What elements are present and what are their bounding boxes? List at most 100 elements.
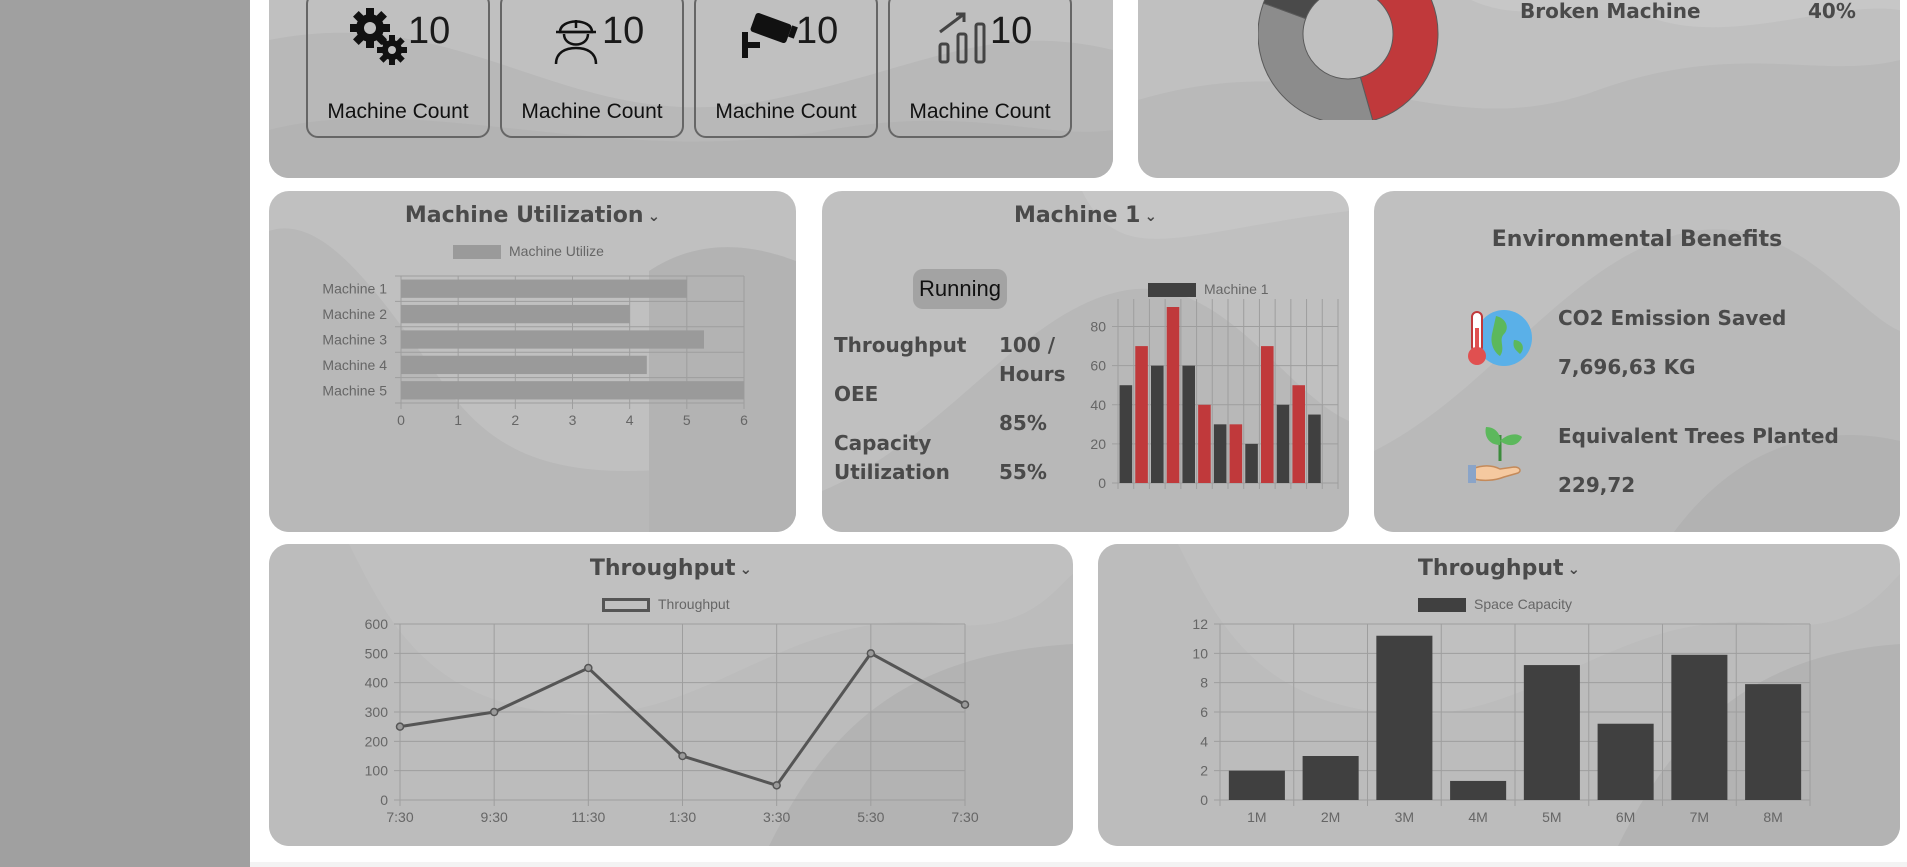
y-tick-label: 12 bbox=[1192, 616, 1208, 632]
y-tick-label: 8 bbox=[1200, 675, 1208, 691]
y-tick-label: 300 bbox=[365, 704, 389, 720]
trees-value: 229,72 bbox=[1558, 473, 1636, 497]
throughput-line-chart: 0 100 200 300 400 500 600 7:30 9:30 11:30 1:30 3:30… bbox=[365, 616, 979, 825]
bar bbox=[1261, 346, 1274, 483]
throughput-bar-title-dropdown[interactable]: Throughput ⌄ bbox=[1098, 556, 1900, 581]
x-tick-label: 4 bbox=[626, 412, 634, 428]
x-tick-label: 3M bbox=[1395, 809, 1414, 825]
legend-swatch bbox=[602, 598, 650, 613]
y-tick-label: 0 bbox=[1200, 792, 1208, 808]
chevron-down-icon: ⌄ bbox=[1567, 560, 1581, 578]
bar bbox=[1182, 365, 1195, 483]
throughput-bar-legend[interactable]: Space Capacity bbox=[1418, 596, 1572, 613]
machine-count-box[interactable]: 10 Machine Count bbox=[306, 0, 490, 138]
machine-count-value: 10 bbox=[602, 10, 645, 52]
page-bottom-edge bbox=[250, 862, 1907, 867]
capacity-value: 55% bbox=[999, 460, 1047, 484]
donut-chart bbox=[1258, 0, 1439, 120]
chevron-down-icon: ⌄ bbox=[1144, 207, 1158, 225]
capacity-label-line2: Utilization bbox=[834, 460, 950, 484]
y-tick-label: 0 bbox=[1098, 475, 1106, 491]
capacity-label: Capacity Utilization bbox=[834, 429, 950, 487]
throughput-value-line2: Hours bbox=[999, 362, 1066, 386]
utilization-title-dropdown[interactable]: Machine Utilization ⌄ bbox=[269, 203, 796, 228]
broken-machine-donut-card: Broken Machine 40% bbox=[1138, 0, 1900, 178]
x-tick-label: 7:30 bbox=[951, 809, 978, 825]
bar bbox=[1229, 424, 1243, 483]
x-tick-label: 5:30 bbox=[857, 809, 884, 825]
data-point bbox=[395, 722, 405, 731]
y-tick-label: Machine 1 bbox=[322, 281, 387, 297]
data-point bbox=[772, 781, 781, 790]
throughput-line-card: Throughput ⌄ Throughput 0 100 200 300 400 500 6… bbox=[269, 544, 1073, 846]
oee-label: OEE bbox=[834, 382, 879, 406]
donut-legend-label: Broken Machine bbox=[1520, 0, 1701, 23]
bar bbox=[1671, 654, 1728, 800]
throughput-value-line1: 100 / bbox=[999, 333, 1056, 357]
machine1-bar-chart: 0 20 40 60 80 bbox=[1090, 299, 1339, 491]
machine-count-card: 10 Machine Count 10 Machine Count bbox=[269, 0, 1113, 178]
trees-label: Equivalent Trees Planted bbox=[1558, 424, 1839, 448]
x-tick-label: 6M bbox=[1616, 809, 1635, 825]
y-tick-label: 10 bbox=[1192, 645, 1208, 661]
y-tick-label: 600 bbox=[365, 616, 389, 632]
data-point bbox=[866, 649, 876, 658]
bar bbox=[1166, 307, 1180, 483]
bar bbox=[1228, 770, 1285, 800]
y-tick-label: 20 bbox=[1090, 436, 1106, 452]
capacity-label-line1: Capacity bbox=[834, 431, 932, 455]
y-tick-label: 6 bbox=[1200, 704, 1208, 720]
y-tick-label: 60 bbox=[1090, 358, 1106, 374]
plant-hand-icon bbox=[1468, 427, 1522, 483]
x-tick-label: 11:30 bbox=[571, 809, 605, 825]
throughput-bar-title: Throughput bbox=[1417, 556, 1564, 581]
co2-value: 7,696,63 KG bbox=[1558, 355, 1696, 379]
utilization-legend[interactable]: Machine Utilize bbox=[453, 243, 604, 260]
environmental-benefits-card: Environmental Benefits CO2 Emission Save… bbox=[1374, 191, 1900, 532]
machine-count-box[interactable]: 10 Machine Count bbox=[888, 0, 1072, 138]
throughput-line-title-dropdown[interactable]: Throughput ⌄ bbox=[269, 556, 1073, 581]
throughput-line-legend-label: Throughput bbox=[658, 596, 730, 612]
machine-count-label: Machine Count bbox=[521, 100, 663, 123]
data-point bbox=[960, 700, 970, 709]
machine1-card: Machine 1 ⌄ Throughput 100 / Hours OEE 85… bbox=[822, 191, 1349, 532]
legend-swatch bbox=[453, 245, 501, 260]
data-point bbox=[489, 707, 499, 717]
growth-chart-icon bbox=[938, 12, 986, 64]
machine-count-box[interactable]: 10 Machine Count bbox=[694, 0, 878, 138]
x-tick-label: 5M bbox=[1542, 809, 1561, 825]
machine-count-value: 10 bbox=[796, 10, 839, 52]
earth-thermometer-icon bbox=[1468, 310, 1532, 366]
bar bbox=[1302, 756, 1359, 800]
gears-icon bbox=[350, 8, 407, 65]
oee-value: 85% bbox=[999, 411, 1047, 435]
bar bbox=[401, 381, 744, 400]
y-tick-label: 80 bbox=[1090, 319, 1106, 335]
x-tick-label: 6 bbox=[740, 412, 748, 428]
donut-slice bbox=[1258, 2, 1374, 120]
bar bbox=[1745, 684, 1802, 800]
machine-count-value: 10 bbox=[408, 10, 451, 52]
x-tick-label: 2M bbox=[1321, 809, 1340, 825]
bar bbox=[401, 355, 647, 375]
machine1-legend[interactable]: Machine 1 bbox=[1148, 281, 1269, 298]
x-tick-label: 5 bbox=[683, 412, 691, 428]
data-point bbox=[584, 663, 593, 673]
camera-icon bbox=[742, 12, 798, 58]
throughput-label: Throughput bbox=[834, 333, 967, 357]
machine-utilization-card: Machine Utilization ⌄ Machine Utilize 0 1 2… bbox=[269, 191, 796, 532]
card-background-waves bbox=[1374, 229, 1900, 532]
bar bbox=[1198, 404, 1211, 483]
y-tick-label: 4 bbox=[1200, 733, 1208, 749]
machine1-title-dropdown[interactable]: Machine 1 ⌄ bbox=[822, 203, 1349, 228]
throughput-line-legend[interactable]: Throughput bbox=[602, 596, 730, 613]
donut-slice bbox=[1359, 0, 1439, 120]
throughput-line-title: Throughput bbox=[589, 556, 736, 581]
bar bbox=[1213, 424, 1227, 483]
y-tick-label: Machine 4 bbox=[322, 357, 387, 373]
machine-count-box[interactable]: 10 Machine Count bbox=[500, 0, 684, 138]
bar bbox=[1151, 365, 1164, 483]
y-tick-label: 500 bbox=[365, 645, 389, 661]
x-tick-label: 7M bbox=[1690, 809, 1709, 825]
bar bbox=[1376, 635, 1433, 800]
